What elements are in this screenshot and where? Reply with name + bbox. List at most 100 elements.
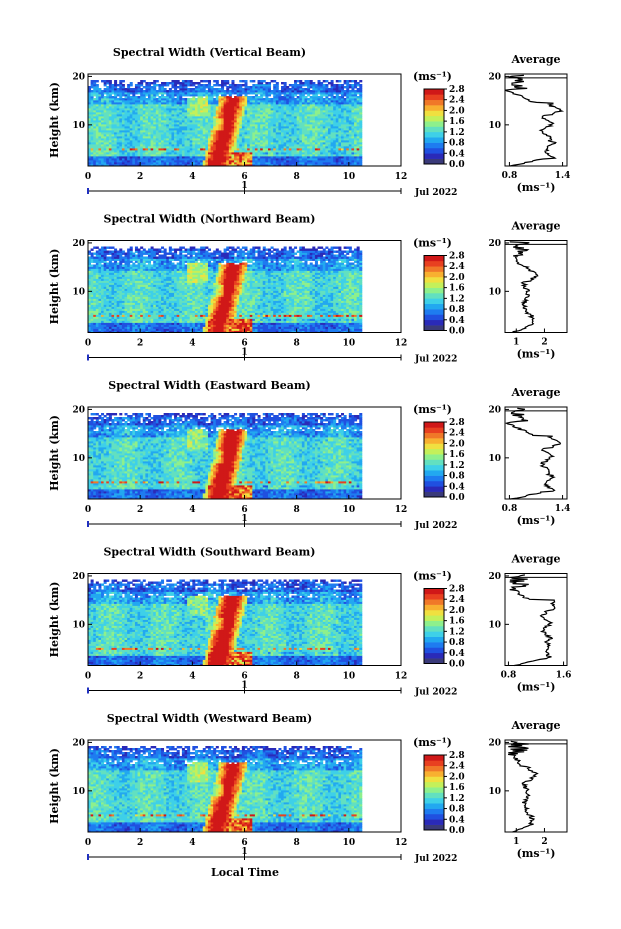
- heatmap-cell: [275, 88, 279, 91]
- heatmap-cell: [226, 106, 230, 109]
- heatmap-cell: [161, 120, 165, 123]
- heatmap-cell: [254, 164, 258, 167]
- heatmap-cell: [95, 152, 99, 155]
- heatmap-cell: [88, 116, 92, 119]
- colorbar-segment: [424, 153, 444, 159]
- heatmap-cell: [101, 106, 105, 109]
- heatmap-cell: [150, 128, 154, 131]
- heatmap-cell: [288, 138, 292, 141]
- heatmap-cell: [153, 128, 157, 131]
- heatmap-cell: [166, 134, 170, 137]
- heatmap-cell: [101, 104, 105, 107]
- heatmap-cell: [333, 100, 337, 103]
- heatmap-cell: [114, 114, 118, 117]
- heatmap-cell: [348, 142, 352, 145]
- heatmap-cell: [260, 146, 264, 149]
- heatmap-cell: [153, 108, 157, 111]
- heatmap-cell: [127, 164, 131, 167]
- heatmap-cell: [101, 134, 105, 137]
- heatmap-cell: [244, 102, 248, 105]
- heatmap-cell: [103, 164, 107, 167]
- heatmap-cell: [176, 102, 180, 105]
- heatmap-cell: [189, 150, 193, 153]
- heatmap-cell: [327, 150, 331, 153]
- heatmap-cell: [281, 86, 285, 89]
- heatmap-cell: [223, 162, 227, 165]
- heatmap-cell: [312, 82, 316, 85]
- heatmap-cell: [218, 148, 222, 151]
- heatmap-cell: [247, 92, 251, 95]
- heatmap-cell: [257, 140, 261, 143]
- heatmap-cell: [309, 154, 313, 157]
- heatmap-cell: [90, 252, 94, 255]
- heatmap-cell: [320, 130, 324, 133]
- heatmap-cell: [275, 146, 279, 149]
- heatmap-cell: [176, 138, 180, 141]
- heatmap-cell: [210, 140, 214, 143]
- heatmap-cell: [257, 150, 261, 153]
- heatmap-cell: [121, 92, 125, 95]
- heatmap-cell: [215, 126, 219, 129]
- heatmap-cell: [273, 164, 277, 167]
- heatmap-cell: [226, 126, 230, 129]
- heatmap-cell: [205, 108, 209, 111]
- heatmap-cell: [205, 154, 209, 157]
- heatmap-cell: [221, 82, 225, 85]
- heatmap-cell: [129, 146, 133, 149]
- heatmap-cell: [346, 82, 350, 85]
- heatmap-cell: [218, 132, 222, 135]
- heatmap-cell: [207, 112, 211, 115]
- heatmap-cell: [90, 118, 94, 121]
- heatmap-cell: [294, 86, 298, 89]
- heatmap-cell: [312, 144, 316, 147]
- heatmap-cell: [301, 148, 305, 151]
- heatmap-cell: [137, 84, 141, 87]
- heatmap-cell: [215, 108, 219, 111]
- heatmap-cell: [327, 92, 331, 95]
- heatmap-cell: [189, 82, 193, 85]
- heatmap-cell: [103, 108, 107, 111]
- heatmap-cell: [221, 152, 225, 155]
- heatmap-cell: [314, 130, 318, 133]
- heatmap-cell: [312, 132, 316, 135]
- heatmap-cell: [314, 88, 318, 91]
- heatmap-cell: [252, 80, 256, 83]
- heatmap-cell: [103, 160, 107, 163]
- heatmap-cell: [98, 98, 102, 101]
- heatmap-cell: [119, 104, 123, 107]
- heatmap-cell: [145, 140, 149, 143]
- heatmap-cell: [132, 164, 136, 167]
- heatmap-cell: [150, 94, 154, 97]
- heatmap-cell: [307, 144, 311, 147]
- heatmap-cell: [108, 118, 112, 121]
- heatmap-cell: [142, 144, 146, 147]
- heatmap-cell: [119, 88, 123, 91]
- heatmap-cell: [234, 128, 238, 131]
- heatmap-cell: [320, 158, 324, 161]
- heatmap-cell: [119, 94, 123, 97]
- heatmap-cell: [140, 82, 144, 85]
- heatmap-cell: [205, 142, 209, 145]
- heatmap-cell: [184, 164, 188, 167]
- heatmap-cell: [93, 146, 97, 149]
- heatmap-cell: [221, 118, 225, 121]
- heatmap-cell: [205, 100, 209, 103]
- heatmap-cell: [239, 132, 243, 135]
- heatmap-cell: [226, 154, 230, 157]
- heatmap-cell: [93, 88, 97, 91]
- heatmap-cell: [301, 142, 305, 145]
- heatmap-cell: [124, 138, 128, 141]
- heatmap-cell: [150, 104, 154, 107]
- heatmap-cell: [309, 114, 313, 117]
- heatmap-cell: [90, 100, 94, 103]
- heatmap-cell: [309, 134, 313, 137]
- heatmap-cell: [93, 100, 97, 103]
- heatmap-cell: [124, 100, 128, 103]
- heatmap-cell: [181, 82, 185, 85]
- heatmap-cell: [267, 156, 271, 159]
- heatmap-cell: [312, 136, 316, 139]
- heatmap-cell: [153, 152, 157, 155]
- heatmap-cell: [304, 164, 308, 167]
- heatmap-cell: [228, 156, 232, 159]
- heatmap-cell: [288, 96, 292, 99]
